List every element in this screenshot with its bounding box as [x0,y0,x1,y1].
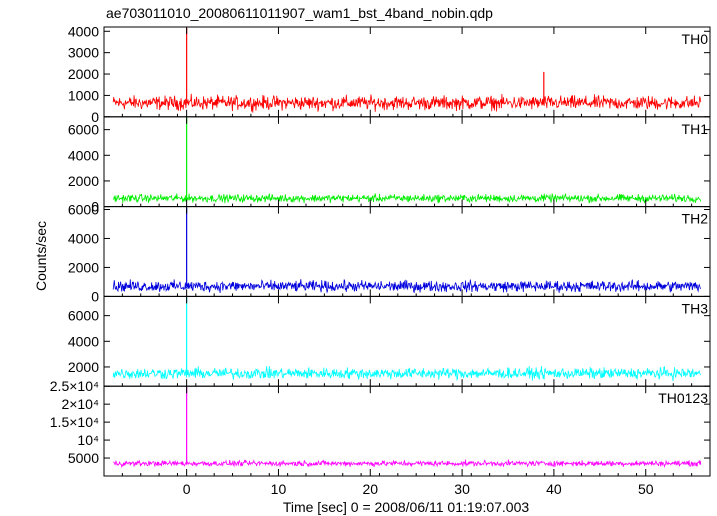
series-line-th0123 [112,459,702,469]
y-tick-label: 2000 [68,66,99,82]
x-tick-label: 30 [454,481,470,497]
panel-label: TH0 [682,31,709,47]
y-tick-label: 10⁴ [77,432,99,448]
y-tick-label: 4000 [68,333,99,349]
y-tick-label: 4000 [68,23,99,39]
series-line-th0 [112,93,702,113]
panel-label: TH3 [682,300,709,316]
panel-label: TH2 [682,211,709,227]
y-tick-label: 2000 [68,259,99,275]
y-tick-label: 6000 [68,308,99,324]
x-tick-label: 0 [183,481,191,497]
series-line-th3 [112,365,702,382]
chart-title: ae703011010_20080611011907_wam1_bst_4ban… [106,5,493,21]
panel-label: TH0123 [658,390,708,406]
panel-frame [103,385,711,477]
panel-frame [103,116,711,208]
panel-label: TH1 [682,121,709,137]
y-tick-label: 4000 [68,230,99,246]
y-tick-label: 2000 [68,173,99,189]
x-tick-label: 40 [546,481,562,497]
x-tick-label: 20 [362,481,378,497]
y-tick-label: 6000 [68,122,99,138]
x-axis-label: Time [sec] 0 = 2008/06/11 01:19:07.003 [283,499,530,515]
y-tick-label: 4000 [68,147,99,163]
series-line-th2 [112,279,701,294]
y-tick-label: 1.5×10⁴ [50,414,99,430]
y-tick-label: 5000 [68,450,99,466]
y-tick-label: 0 [91,199,99,215]
y-axis-label: Counts/sec [33,221,49,291]
y-tick-label: 6000 [68,201,99,217]
y-tick-label: 3000 [68,45,99,61]
x-tick-label: 50 [638,481,654,497]
y-tick-label: 2000 [68,359,99,375]
y-tick-label: 2.5×10⁴ [50,378,99,394]
y-tick-label: 2×10⁴ [61,396,99,412]
x-tick-label: 10 [271,481,287,497]
y-tick-label: 1000 [68,87,99,103]
series-line-th1 [112,193,702,204]
y-tick-label: 0 [91,109,99,125]
y-tick-label: 0 [91,288,99,304]
